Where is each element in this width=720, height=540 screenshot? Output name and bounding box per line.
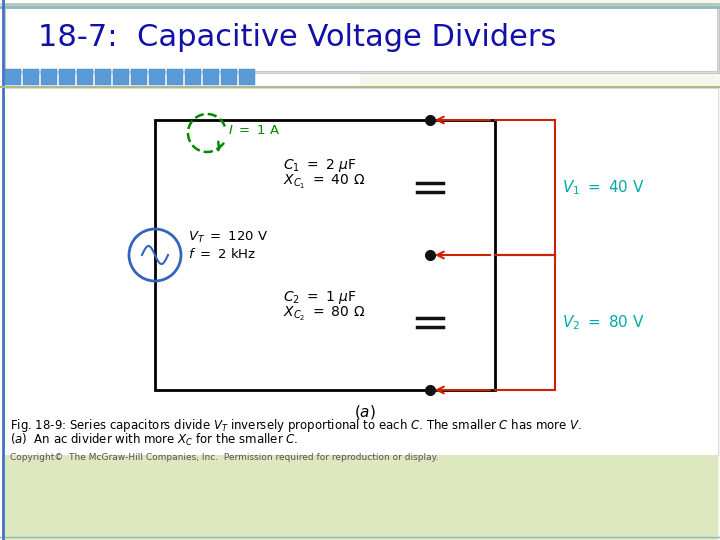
- Text: $V_1\ =\ 40\ \mathrm{V}$: $V_1\ =\ 40\ \mathrm{V}$: [562, 178, 645, 197]
- Bar: [4, 455, 718, 540]
- Bar: [77, 69, 93, 85]
- Text: $V_2\ =\ 80\ \mathrm{V}$: $V_2\ =\ 80\ \mathrm{V}$: [562, 313, 645, 332]
- Text: $f\ =\ 2\ \mathrm{kHz}$: $f\ =\ 2\ \mathrm{kHz}$: [188, 247, 256, 261]
- Bar: [239, 69, 255, 85]
- Bar: [167, 69, 183, 85]
- Text: $(a)$: $(a)$: [354, 403, 376, 421]
- Bar: [185, 69, 201, 85]
- Bar: [59, 69, 75, 85]
- Bar: [41, 69, 57, 85]
- Text: $X_{C_1}\ =\ 40\ \Omega$: $X_{C_1}\ =\ 40\ \Omega$: [283, 173, 365, 191]
- Bar: [23, 69, 39, 85]
- Text: 18-7:  Capacitive Voltage Dividers: 18-7: Capacitive Voltage Dividers: [38, 23, 557, 51]
- Bar: [360, 0, 720, 540]
- Bar: [149, 69, 165, 85]
- Text: $I\ =\ 1\ \mathrm{A}$: $I\ =\ 1\ \mathrm{A}$: [228, 125, 281, 138]
- Bar: [131, 69, 147, 85]
- Text: Copyright©  The McGraw-Hill Companies, Inc.  Permission required for reproductio: Copyright© The McGraw-Hill Companies, In…: [10, 454, 438, 462]
- Bar: [113, 69, 129, 85]
- Text: Fig. 18-9: Series capacitors divide $V_T$ inversely proportional to each $C$. Th: Fig. 18-9: Series capacitors divide $V_T…: [10, 416, 582, 434]
- Text: $(a)$  An ac divider with more $X_C$ for the smaller $C$.: $(a)$ An ac divider with more $X_C$ for …: [10, 432, 298, 448]
- Bar: [155, 120, 495, 390]
- Bar: [203, 69, 219, 85]
- Text: $C_1\ =\ 2\ \mu\mathrm{F}$: $C_1\ =\ 2\ \mu\mathrm{F}$: [283, 157, 356, 173]
- Bar: [4, 4, 718, 72]
- Bar: [4, 88, 718, 455]
- Text: $V_T\ =\ 120\ \mathrm{V}$: $V_T\ =\ 120\ \mathrm{V}$: [188, 230, 269, 245]
- Bar: [95, 69, 111, 85]
- Text: $X_{C_2}\ =\ 80\ \Omega$: $X_{C_2}\ =\ 80\ \Omega$: [283, 305, 365, 323]
- Bar: [5, 69, 21, 85]
- Bar: [221, 69, 237, 85]
- Text: $C_2\ =\ 1\ \mu\mathrm{F}$: $C_2\ =\ 1\ \mu\mathrm{F}$: [283, 288, 356, 306]
